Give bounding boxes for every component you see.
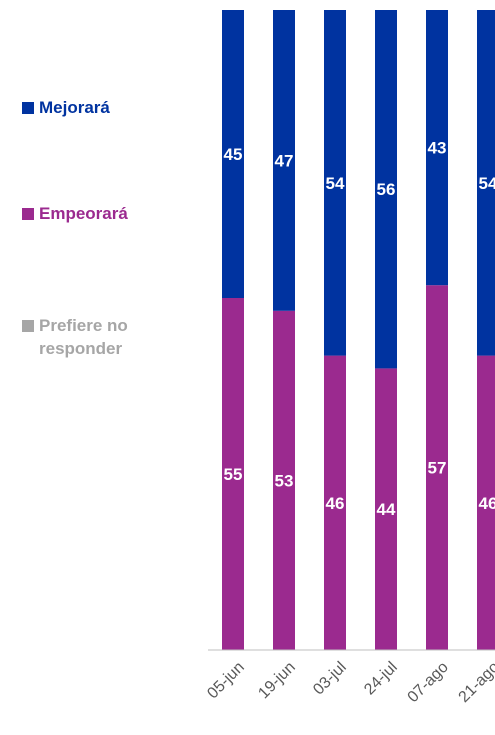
x-axis-ticks: 05-jun 19-jun 03-jul 24-jul 07-ago 21-ago bbox=[204, 659, 495, 706]
bar-mejorara-19-jun bbox=[273, 10, 295, 311]
legend-label-prefiere-no-responder: Prefiere no responder bbox=[39, 316, 128, 358]
data-label-mejorara-05-jun: 45 bbox=[224, 145, 243, 164]
data-label-mejorara-24-jul: 56 bbox=[377, 180, 396, 199]
data-label-mejorara-03-jul: 54 bbox=[326, 174, 345, 193]
bar-mejorara-21-ago bbox=[477, 10, 495, 356]
bar-empeorara-07-ago bbox=[426, 285, 448, 650]
x-tick-label-03-jul: 03-jul bbox=[310, 659, 350, 699]
legend-swatch-empeorara bbox=[22, 208, 34, 220]
bar-empeorara-19-jun bbox=[273, 310, 295, 650]
legend-label-mejorara: Mejorará bbox=[39, 98, 110, 117]
x-tick-label-24-jul: 24-jul bbox=[361, 659, 401, 699]
bar-empeorara-03-jul bbox=[324, 355, 346, 650]
data-label-empeorara-21-ago: 46 bbox=[479, 494, 495, 513]
legend-item-prefiere-no-responder: Prefiere no responder bbox=[22, 314, 169, 360]
data-labels-layer: 55 45 53 47 46 54 44 56 57 43 46 54 bbox=[224, 139, 495, 520]
legend-item-mejorara: Mejorará bbox=[22, 96, 169, 119]
bar-mejorara-05-jun bbox=[222, 10, 244, 298]
data-label-mejorara-19-jun: 47 bbox=[275, 151, 294, 170]
data-label-empeorara-07-ago: 57 bbox=[428, 459, 447, 478]
legend-label-empeorara: Empeorará bbox=[39, 204, 128, 223]
bar-mejorara-03-jul bbox=[324, 10, 346, 356]
x-tick-label-05-jun: 05-jun bbox=[204, 659, 247, 702]
bar-mejorara-07-ago bbox=[426, 10, 448, 286]
data-label-empeorara-03-jul: 46 bbox=[326, 494, 345, 513]
data-label-empeorara-24-jul: 44 bbox=[377, 500, 396, 519]
data-label-mejorara-07-ago: 43 bbox=[428, 139, 447, 158]
data-label-empeorara-19-jun: 53 bbox=[275, 471, 294, 490]
legend-item-empeorara: Empeorará bbox=[22, 202, 169, 225]
x-tick-label-07-ago: 07-ago bbox=[405, 659, 452, 706]
bar-empeorara-21-ago bbox=[477, 355, 495, 650]
bar-empeorara-24-jul bbox=[375, 368, 397, 650]
legend-swatch-prefiere-no-responder bbox=[22, 320, 34, 332]
data-label-empeorara-05-jun: 55 bbox=[224, 465, 243, 484]
x-tick-label-21-ago: 21-ago bbox=[456, 659, 495, 706]
bar-empeorara-05-jun bbox=[222, 298, 244, 650]
data-label-mejorara-21-ago: 54 bbox=[479, 174, 495, 193]
bar-mejorara-24-jul bbox=[375, 10, 397, 369]
legend-swatch-mejorara bbox=[22, 102, 34, 114]
x-tick-label-19-jun: 19-jun bbox=[255, 659, 298, 702]
bars-layer bbox=[222, 10, 495, 650]
